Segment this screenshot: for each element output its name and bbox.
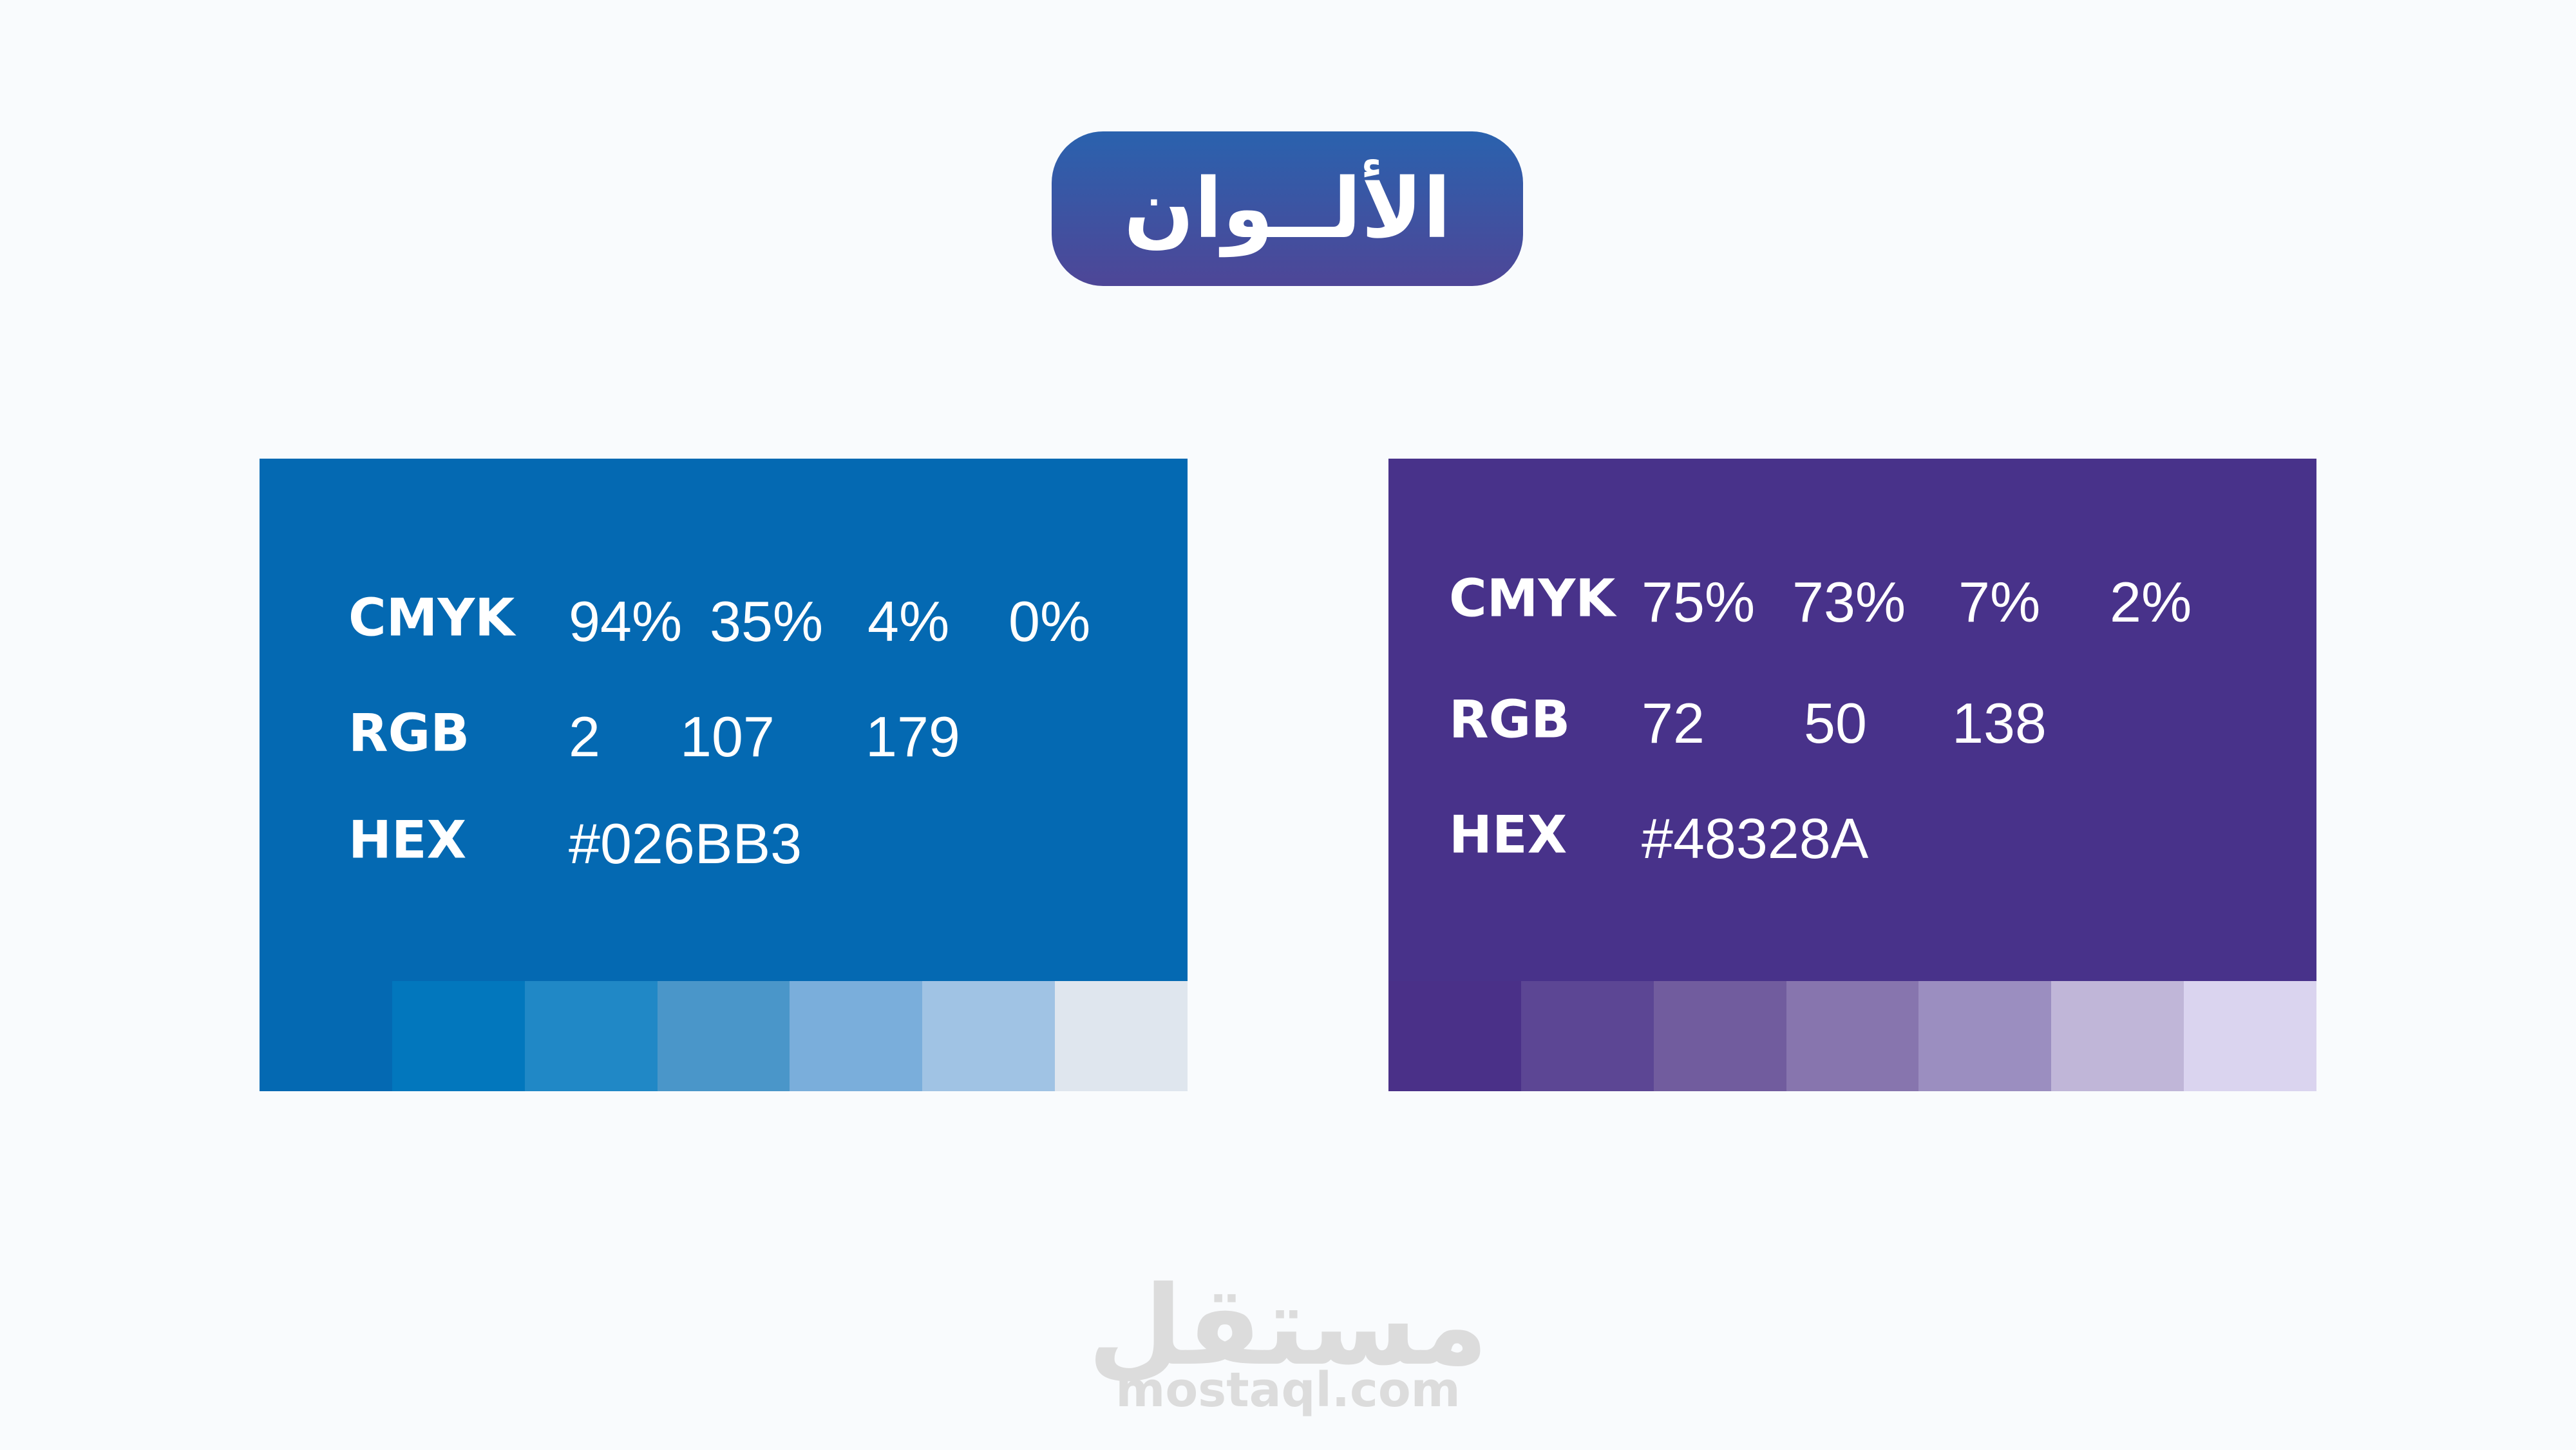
swatch	[1653, 981, 1787, 1091]
swatch	[790, 981, 923, 1091]
swatch	[1388, 981, 1522, 1091]
swatch	[2051, 981, 2184, 1091]
title: الألــوان	[1123, 160, 1452, 257]
row-value: 4%	[867, 589, 950, 653]
row-value: 7%	[1958, 570, 2041, 634]
row-value: #48328A	[1642, 806, 1869, 870]
row-label: HEX	[1449, 805, 1567, 865]
swatch	[1520, 981, 1654, 1091]
swatch	[392, 981, 526, 1091]
color-card: CMYK 75% 73% 7% 2% RGB 72 50 138 HEX #48328A	[1388, 459, 2317, 1091]
row-label: RGB	[348, 703, 470, 763]
row-value: 73%	[1792, 570, 1906, 634]
row-value: 2	[569, 705, 600, 768]
row-value: 107	[680, 705, 775, 768]
row-value: #026BB3	[569, 812, 802, 875]
row-value: 35%	[710, 589, 824, 653]
swatch	[1786, 981, 1919, 1091]
title-pill: الألــوان	[1052, 131, 1523, 286]
row-value: 138	[1952, 691, 2047, 755]
card-body	[1388, 459, 2316, 981]
row-label: CMYK	[348, 587, 515, 648]
watermark-latin: mostaql.com	[1115, 1362, 1461, 1418]
swatch	[1055, 981, 1188, 1091]
swatch	[524, 981, 658, 1091]
row-value: 2%	[2110, 570, 2192, 634]
swatch	[922, 981, 1056, 1091]
swatch	[657, 981, 790, 1091]
row-label: CMYK	[1449, 568, 1616, 629]
row-value: 72	[1642, 691, 1705, 755]
row-label: HEX	[348, 810, 467, 870]
row-value: 0%	[1009, 589, 1091, 653]
row-label: RGB	[1449, 689, 1571, 750]
card-body	[260, 459, 1188, 981]
row-value: 94%	[569, 589, 683, 653]
row-value: 75%	[1642, 570, 1756, 634]
watermark-arabic: مستقل	[1088, 1263, 1488, 1390]
row-value: 50	[1804, 691, 1867, 755]
row-value: 179	[866, 705, 960, 768]
color-card: CMYK 94% 35% 4% 0% RGB 2 107 179 HEX #026BB3	[260, 459, 1188, 1091]
swatch	[1918, 981, 2052, 1091]
swatch	[260, 981, 393, 1091]
swatch	[2184, 981, 2317, 1091]
